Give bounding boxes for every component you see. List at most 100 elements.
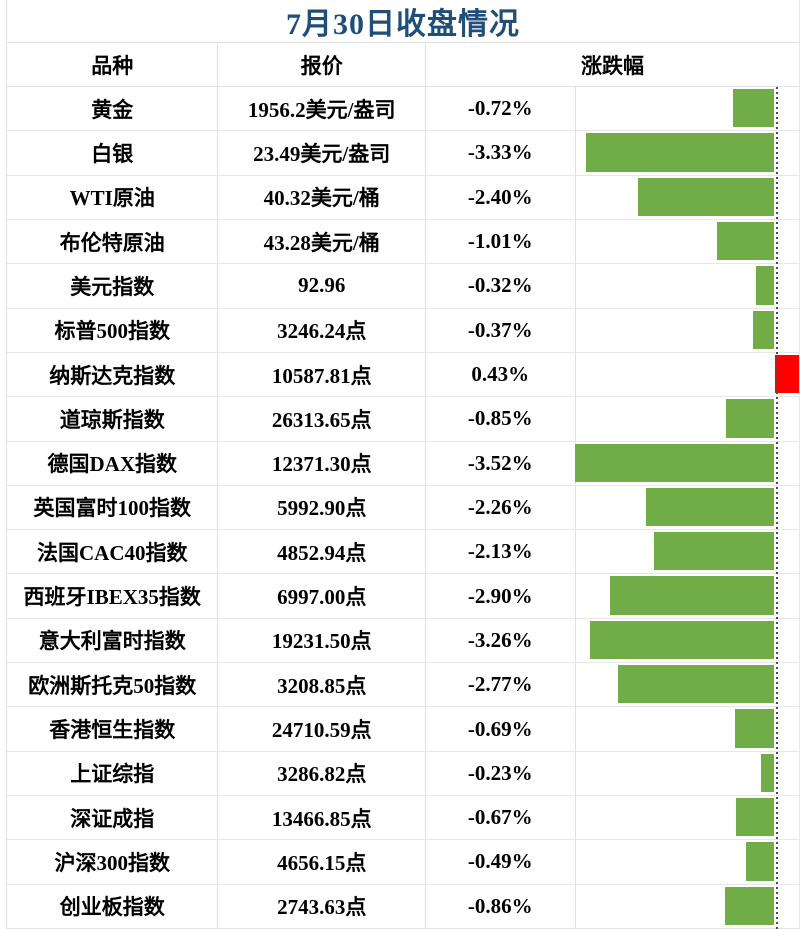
table-row: 法国CAC40指数 4852.94点 -2.13% xyxy=(7,530,799,575)
bar-cell xyxy=(576,707,799,750)
change-cell: -0.23% xyxy=(426,751,576,795)
change-bar xyxy=(736,798,775,837)
change-bar xyxy=(716,221,775,261)
page-title: 7月30日收盘情况 xyxy=(7,0,799,43)
quote-cell: 4656.15点 xyxy=(218,840,426,884)
change-bar xyxy=(761,753,775,792)
quote-cell: 40.32美元/桶 xyxy=(218,175,426,219)
variety-cell: 道琼斯指数 xyxy=(7,397,219,441)
change-bar xyxy=(617,665,775,704)
variety-cell: 标普500指数 xyxy=(7,308,219,352)
variety-cell: 法国CAC40指数 xyxy=(7,530,219,574)
change-bar xyxy=(726,399,775,438)
change-cell: -3.33% xyxy=(426,131,576,175)
quote-cell: 3246.24点 xyxy=(218,308,426,352)
change-bar xyxy=(735,709,775,748)
table-row: 黄金 1956.2美元/盎司 -0.72% xyxy=(7,87,799,132)
quote-cell: 3286.82点 xyxy=(218,751,426,795)
bar-cell xyxy=(576,220,799,263)
bar-cell xyxy=(576,87,799,130)
change-cell: -1.01% xyxy=(426,219,576,264)
bar-cell xyxy=(576,885,799,928)
bar-cell xyxy=(576,176,799,219)
variety-cell: 沪深300指数 xyxy=(7,840,219,884)
quote-cell: 5992.90点 xyxy=(218,485,426,530)
change-bar xyxy=(610,576,775,615)
change-cell: -0.32% xyxy=(426,264,576,308)
quote-cell: 24710.59点 xyxy=(218,707,426,751)
table-row: 标普500指数 3246.24点 -0.37% xyxy=(7,308,799,353)
variety-cell: 西班牙IBEX35指数 xyxy=(7,574,219,618)
bar-cell xyxy=(576,309,799,352)
header-variety: 品种 xyxy=(7,43,219,86)
quote-cell: 12371.30点 xyxy=(218,441,426,485)
variety-cell: WTI原油 xyxy=(7,175,219,219)
quote-cell: 23.49美元/盎司 xyxy=(218,131,426,175)
change-cell: -3.52% xyxy=(426,441,576,485)
zero-axis-line xyxy=(776,87,778,929)
change-cell: -2.13% xyxy=(426,530,576,574)
change-bar xyxy=(585,133,775,172)
variety-cell: 英国富时100指数 xyxy=(7,485,219,530)
table-row: 英国富时100指数 5992.90点 -2.26% xyxy=(7,485,799,531)
variety-cell: 深证成指 xyxy=(7,796,219,840)
change-bar xyxy=(589,620,775,660)
variety-cell: 创业板指数 xyxy=(7,884,219,928)
bar-cell xyxy=(576,486,799,529)
quote-cell: 26313.65点 xyxy=(218,397,426,441)
change-bar xyxy=(755,266,775,305)
change-cell: 0.43% xyxy=(426,352,576,397)
change-bar xyxy=(733,89,775,128)
bar-cell xyxy=(576,574,799,617)
variety-cell: 上证综指 xyxy=(7,751,219,795)
table-row: 德国DAX指数 12371.30点 -3.52% xyxy=(7,441,799,486)
variety-cell: 黄金 xyxy=(7,87,219,131)
bar-cell xyxy=(576,353,799,396)
quote-cell: 3208.85点 xyxy=(218,663,426,707)
change-bar xyxy=(653,532,775,571)
variety-cell: 欧洲斯托克50指数 xyxy=(7,663,219,707)
header-change: 涨跌幅 xyxy=(580,53,644,78)
table-row: 纳斯达克指数 10587.81点 0.43% xyxy=(7,352,799,398)
change-bar xyxy=(746,842,775,881)
table-row: 意大利富时指数 19231.50点 -3.26% xyxy=(7,618,799,664)
bar-cell xyxy=(576,397,799,440)
variety-cell: 白银 xyxy=(7,131,219,175)
quote-cell: 2743.63点 xyxy=(218,884,426,928)
quote-cell: 6997.00点 xyxy=(218,574,426,618)
bar-cell xyxy=(576,796,799,839)
quote-cell: 4852.94点 xyxy=(218,530,426,574)
variety-cell: 美元指数 xyxy=(7,264,219,308)
change-cell: -0.37% xyxy=(426,308,576,352)
table-row: 沪深300指数 4656.15点 -0.49% xyxy=(7,840,799,885)
table-row: 香港恒生指数 24710.59点 -0.69% xyxy=(7,707,799,752)
change-cell: -2.90% xyxy=(426,574,576,618)
quote-cell: 1956.2美元/盎司 xyxy=(218,87,426,131)
bar-cell xyxy=(576,840,799,883)
quote-cell: 19231.50点 xyxy=(218,618,426,663)
bar-cell xyxy=(575,442,799,485)
change-cell: -0.49% xyxy=(426,840,576,884)
table-row: 道琼斯指数 26313.65点 -0.85% xyxy=(7,397,799,442)
change-bar xyxy=(725,886,775,925)
quote-cell: 92.96 xyxy=(218,264,426,308)
table-row: 上证综指 3286.82点 -0.23% xyxy=(7,751,799,796)
change-bar xyxy=(753,310,775,349)
table-rows: 黄金 1956.2美元/盎司 -0.72% 白银 23.49美元/盎司 -3.3… xyxy=(7,87,799,929)
change-cell: -0.72% xyxy=(426,87,576,131)
change-cell: -0.69% xyxy=(426,707,576,751)
bar-cell xyxy=(576,752,799,795)
change-cell: -0.67% xyxy=(426,796,576,840)
table-row: 西班牙IBEX35指数 6997.00点 -2.90% xyxy=(7,574,799,619)
table-row: 美元指数 92.96 -0.32% xyxy=(7,264,799,309)
table-row: 创业板指数 2743.63点 -0.86% xyxy=(7,884,799,929)
change-cell: -2.40% xyxy=(426,175,576,219)
change-bar xyxy=(575,443,775,482)
change-cell: -2.26% xyxy=(426,485,576,530)
bar-cell xyxy=(576,264,799,307)
table-row: 白银 23.49美元/盎司 -3.33% xyxy=(7,131,799,176)
variety-cell: 纳斯达克指数 xyxy=(7,352,219,397)
change-bar xyxy=(774,354,799,394)
quote-cell: 10587.81点 xyxy=(218,352,426,397)
